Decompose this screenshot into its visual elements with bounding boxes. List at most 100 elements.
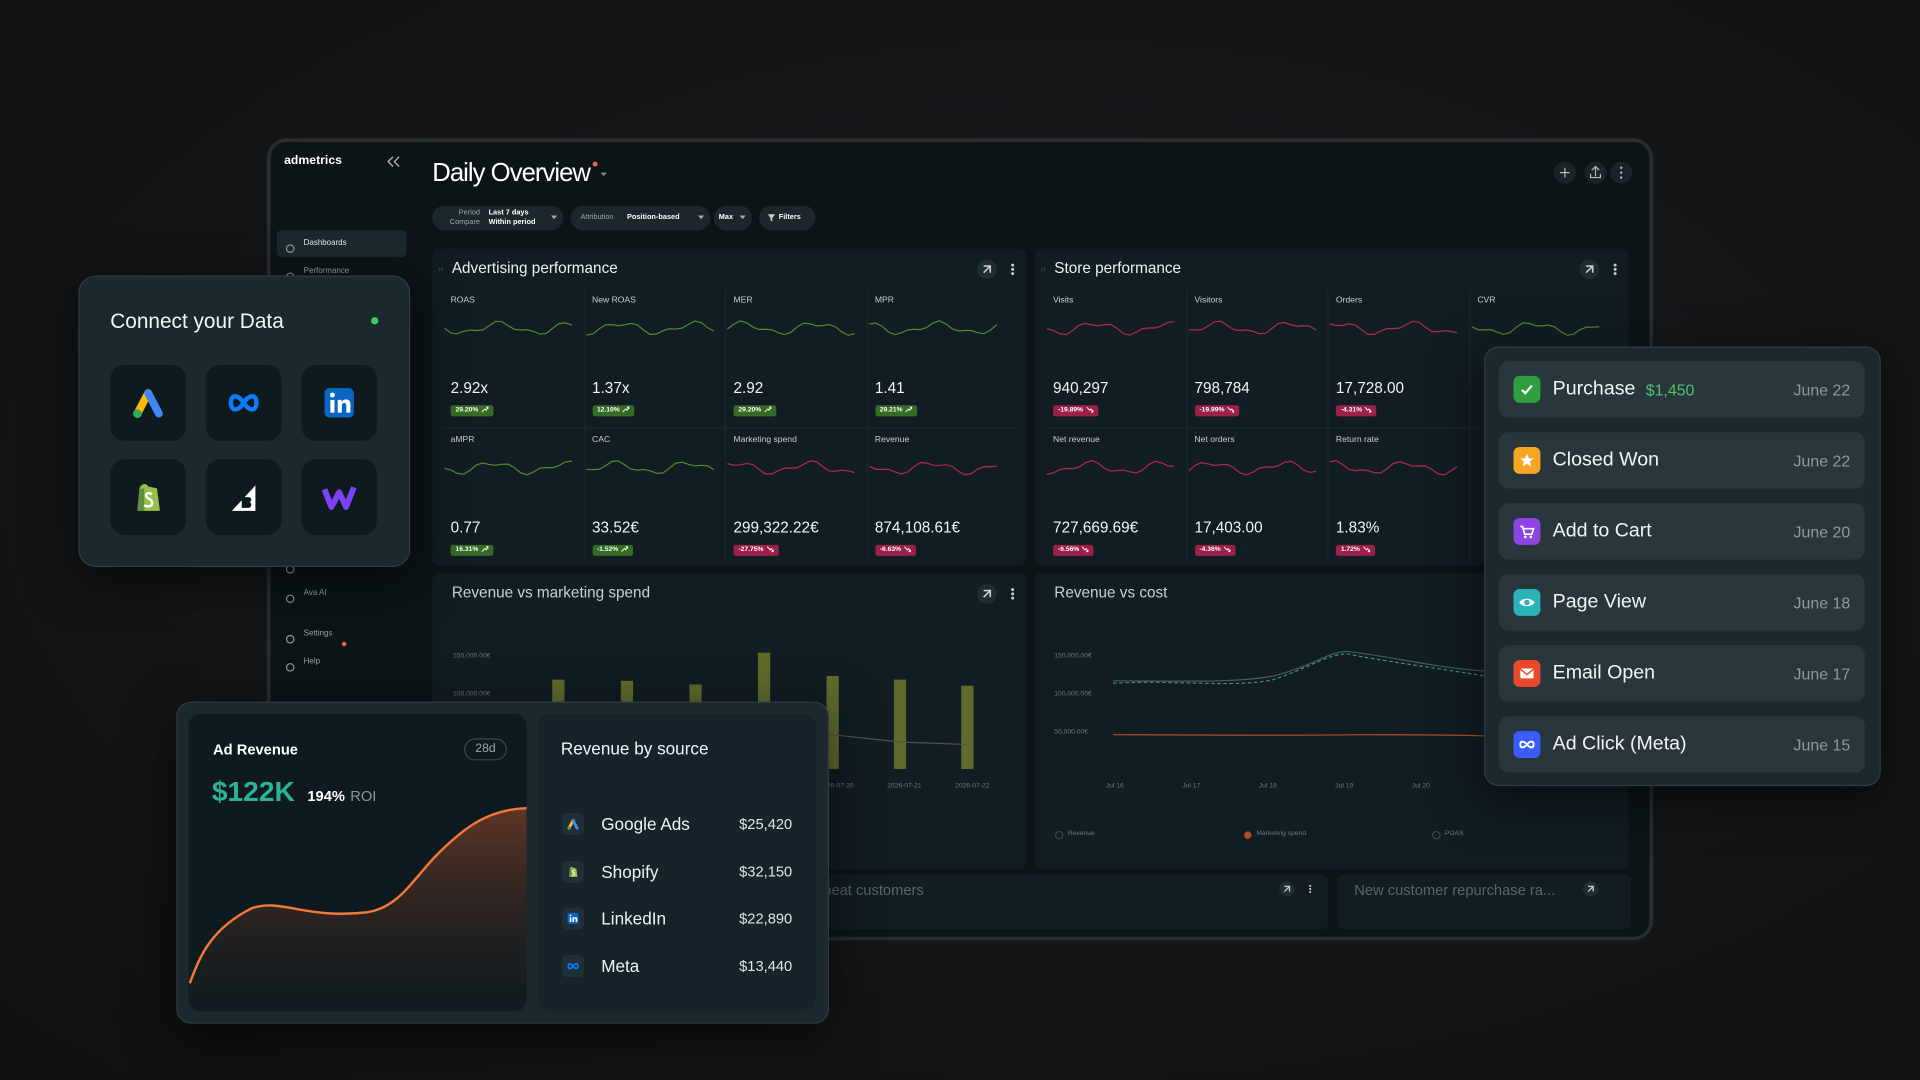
nav-item[interactable]: Help — [277, 649, 407, 676]
path-shape — [1520, 453, 1534, 467]
filters-button[interactable]: Filters — [759, 205, 816, 231]
trend-arrow — [903, 546, 911, 555]
svg-shape — [1329, 460, 1458, 476]
change-badge: -6.56% — [1053, 544, 1095, 556]
collapse-icon[interactable] — [387, 156, 400, 168]
integration-logo — [129, 383, 168, 427]
event-item[interactable]: Email Open June 17 — [1498, 645, 1865, 702]
svg-shape — [1582, 881, 1599, 897]
event-item[interactable]: Purchase $1,450 June 22 — [1498, 361, 1865, 418]
integration-tile[interactable] — [301, 364, 378, 441]
nav-label: Ava AI — [303, 588, 327, 598]
circle-shape — [1011, 263, 1015, 267]
nav-item[interactable]: Dashboards — [276, 230, 407, 258]
path-shape — [571, 869, 576, 876]
event-item[interactable]: Ad Click (Meta) June 15 — [1498, 716, 1865, 773]
circle-shape — [1613, 272, 1617, 276]
panel-title: Store performance — [1054, 259, 1182, 277]
path-shape — [1560, 167, 1570, 178]
circle-shape — [592, 161, 598, 167]
integration-logo — [320, 478, 359, 522]
path-shape — [1113, 653, 1485, 685]
event-item[interactable]: Add to Cart June 20 — [1498, 503, 1865, 560]
integration-tile[interactable] — [205, 364, 282, 441]
sparkline — [1046, 311, 1176, 350]
revenue-card: Ad Revenue 28d $122K 194% ROI Revenue by… — [176, 701, 829, 1024]
svg-shape — [621, 545, 628, 552]
attribution-filter[interactable]: Attribution Position-based — [570, 205, 711, 231]
drag-handle — [1041, 261, 1046, 281]
title-marker — [592, 161, 607, 176]
roi-label: ROI — [350, 787, 377, 805]
max-filter[interactable]: Max — [713, 205, 752, 231]
path-shape — [228, 394, 259, 412]
panel-title: Revenue by source — [560, 738, 709, 758]
open-button — [976, 583, 998, 610]
path-shape — [1519, 668, 1534, 676]
event-name: Page View — [1552, 591, 1646, 613]
change-badge: 1.72% — [1335, 544, 1375, 556]
filter-value: Within period — [488, 219, 536, 227]
trend-arrow — [481, 406, 488, 415]
path-shape — [983, 265, 992, 274]
svg-shape — [1519, 740, 1535, 749]
divider — [442, 427, 1018, 429]
path-shape — [766, 546, 774, 552]
integration-tile[interactable] — [110, 459, 187, 536]
path-shape — [1085, 406, 1093, 413]
event-glyph — [1516, 378, 1538, 405]
panel-title: Revenue vs marketing spend — [451, 584, 651, 602]
integration-tile[interactable] — [110, 364, 187, 441]
event-glyph — [1516, 733, 1538, 760]
path-shape — [739, 215, 746, 220]
change-value: -6.63% — [879, 545, 902, 554]
nav-item[interactable]: Ava AI — [277, 580, 407, 607]
nav-icon — [285, 589, 295, 609]
filter-label: Attribution — [580, 214, 614, 222]
connect-card: Connect your Data — [78, 275, 411, 567]
sparkline — [443, 311, 573, 350]
divider — [724, 290, 727, 563]
path-shape — [868, 320, 997, 336]
period-badge[interactable]: 28d — [464, 738, 507, 761]
svg-shape — [1046, 459, 1175, 475]
svg-shape — [567, 962, 579, 969]
metric-name: Marketing spend — [733, 435, 797, 445]
event-glyph — [1516, 662, 1538, 689]
path-shape — [1585, 265, 1594, 274]
header-actions[interactable] — [1553, 160, 1634, 184]
event-item[interactable]: Page View June 18 — [1498, 574, 1865, 631]
change-value: 16.31% — [455, 545, 479, 554]
change-value: -4.36% — [1199, 545, 1221, 554]
x-tick-label: Jul 19 — [1335, 782, 1354, 790]
source-icon — [562, 954, 585, 977]
x-tick-label: 2026-07-21 — [887, 782, 922, 790]
metric-name: New ROAS — [592, 296, 636, 305]
metric-name: Visitors — [1194, 296, 1223, 305]
svg-shape — [1011, 588, 1015, 600]
x-tick-label: Jul 17 — [1182, 782, 1201, 790]
x-tick-label: Jul 16 — [1105, 782, 1124, 790]
svg-shape — [1329, 320, 1458, 336]
metric-name: aMPR — [450, 435, 475, 445]
filter-value: Max — [718, 214, 734, 222]
integration-tile[interactable] — [205, 459, 282, 536]
metric-value: 17,728.00 — [1335, 379, 1405, 397]
event-name: Add to Cart — [1552, 520, 1652, 542]
source-row: LinkedIn $22,890 — [538, 906, 816, 930]
panel-title: Revenue vs cost — [1054, 584, 1168, 602]
rect-shape — [330, 399, 335, 413]
metric-name: Visits — [1053, 296, 1074, 305]
change-badge: 12.10% — [592, 405, 635, 417]
event-item[interactable]: Closed Won June 22 — [1498, 432, 1865, 489]
y-tick-label: 100,000.00€ — [1054, 690, 1092, 698]
path-shape — [188, 806, 527, 984]
integration-tile[interactable] — [301, 459, 378, 536]
circle-shape — [1613, 263, 1617, 267]
metric-panel: Advertising performance ROAS 2.92x 29.20% Ne… — [432, 248, 1027, 566]
svg-shape — [727, 460, 855, 475]
event-icon — [1513, 517, 1541, 545]
period-filter[interactable]: Period Last 7 days Compare Within period — [432, 205, 564, 231]
nav-item[interactable]: Settings — [277, 621, 407, 648]
